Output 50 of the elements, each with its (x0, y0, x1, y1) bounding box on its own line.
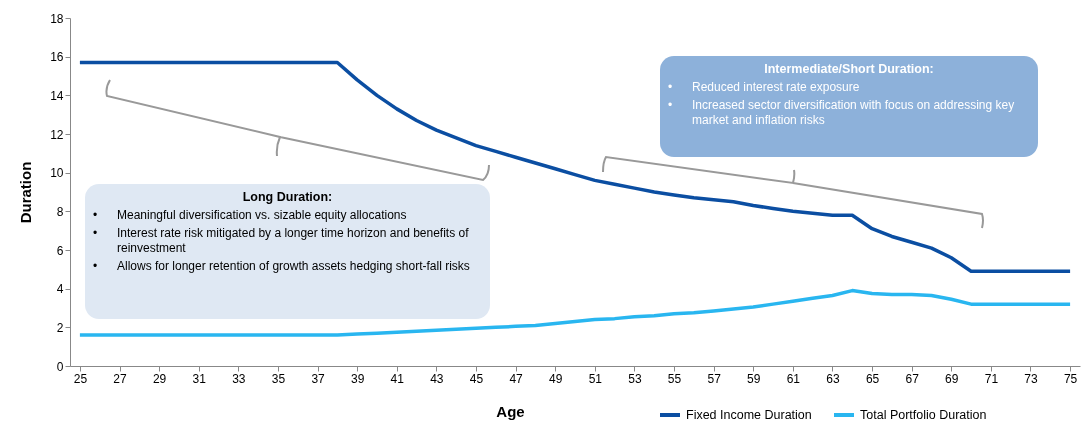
x-tick-label: 49 (549, 371, 563, 386)
annotation: • Increased sector diversification with focus on addressing key market and inflation risks (668, 98, 1016, 128)
line-series (78, 60, 1072, 274)
x-tick-label: 33 (232, 371, 246, 386)
y-axis-title: Duration (17, 161, 35, 224)
x-tick-label: 53 (628, 371, 642, 386)
x-tick-label: 57 (707, 371, 722, 386)
x-tick-label: 63 (826, 371, 840, 386)
x-tick-label: 41 (390, 371, 405, 386)
x-tick-label: 43 (430, 371, 444, 386)
x-tick-label: 59 (747, 371, 761, 386)
annotation: Long Duration: (241, 190, 334, 205)
x-tick-label: 73 (1024, 371, 1038, 386)
callout-box: Intermediate/Short Duration: • Reduced interest rate exposure • Increased sector diversification with focus on addressing key market and inflation risks (660, 56, 1038, 157)
x-tick-label: 71 (984, 371, 999, 386)
y-tick-label: 2 (56, 320, 64, 335)
y-tick-label: 4 (56, 282, 64, 297)
x-tick-label: 31 (192, 371, 207, 386)
x-tick-label: 69 (945, 371, 959, 386)
x-tick-label: 35 (271, 371, 286, 386)
x-tick-label: 75 (1063, 371, 1078, 386)
y-tick-label: 0 (56, 359, 64, 374)
x-tick-label: 67 (905, 371, 920, 386)
x-tick-label: 27 (113, 371, 127, 386)
annotation: Intermediate/Short Duration: (763, 62, 935, 77)
y-tick-label: 14 (50, 88, 64, 103)
x-tick-label: 45 (469, 371, 484, 386)
y-tick-label: 12 (50, 127, 64, 142)
y-tick-label: 18 (50, 11, 64, 26)
x-tick-label: 65 (865, 371, 880, 386)
x-tick-label: 55 (667, 371, 682, 386)
y-tick-label: 10 (50, 166, 64, 181)
x-tick-label: 37 (311, 371, 326, 386)
line-series (78, 288, 1072, 337)
x-axis-title: Age (496, 402, 525, 420)
y-tick-label: 6 (56, 243, 64, 258)
annotation: • Interest rate risk mitigated by a longer time horizon and benefits of reinvestment (93, 226, 470, 256)
x-tick-label: 47 (509, 371, 524, 386)
x-tick-label: 61 (786, 371, 801, 386)
x-tick-label: 29 (152, 371, 167, 386)
y-tick-label: 16 (50, 50, 64, 65)
legend-label: Fixed Income Duration (686, 408, 812, 422)
x-tick-label: 39 (350, 371, 365, 386)
y-tick-label: 8 (56, 204, 64, 219)
annotation: • Meaningful diversification vs. sizable equity allocations (93, 208, 408, 223)
annotation: • Reduced interest rate exposure (668, 80, 861, 95)
x-tick-label: 51 (588, 371, 603, 386)
legend-label: Total Portfolio Duration (860, 408, 987, 422)
x-tick-label: 25 (73, 371, 88, 386)
annotation: • Allows for longer retention of growth assets hedging short-fall risks (93, 259, 471, 274)
